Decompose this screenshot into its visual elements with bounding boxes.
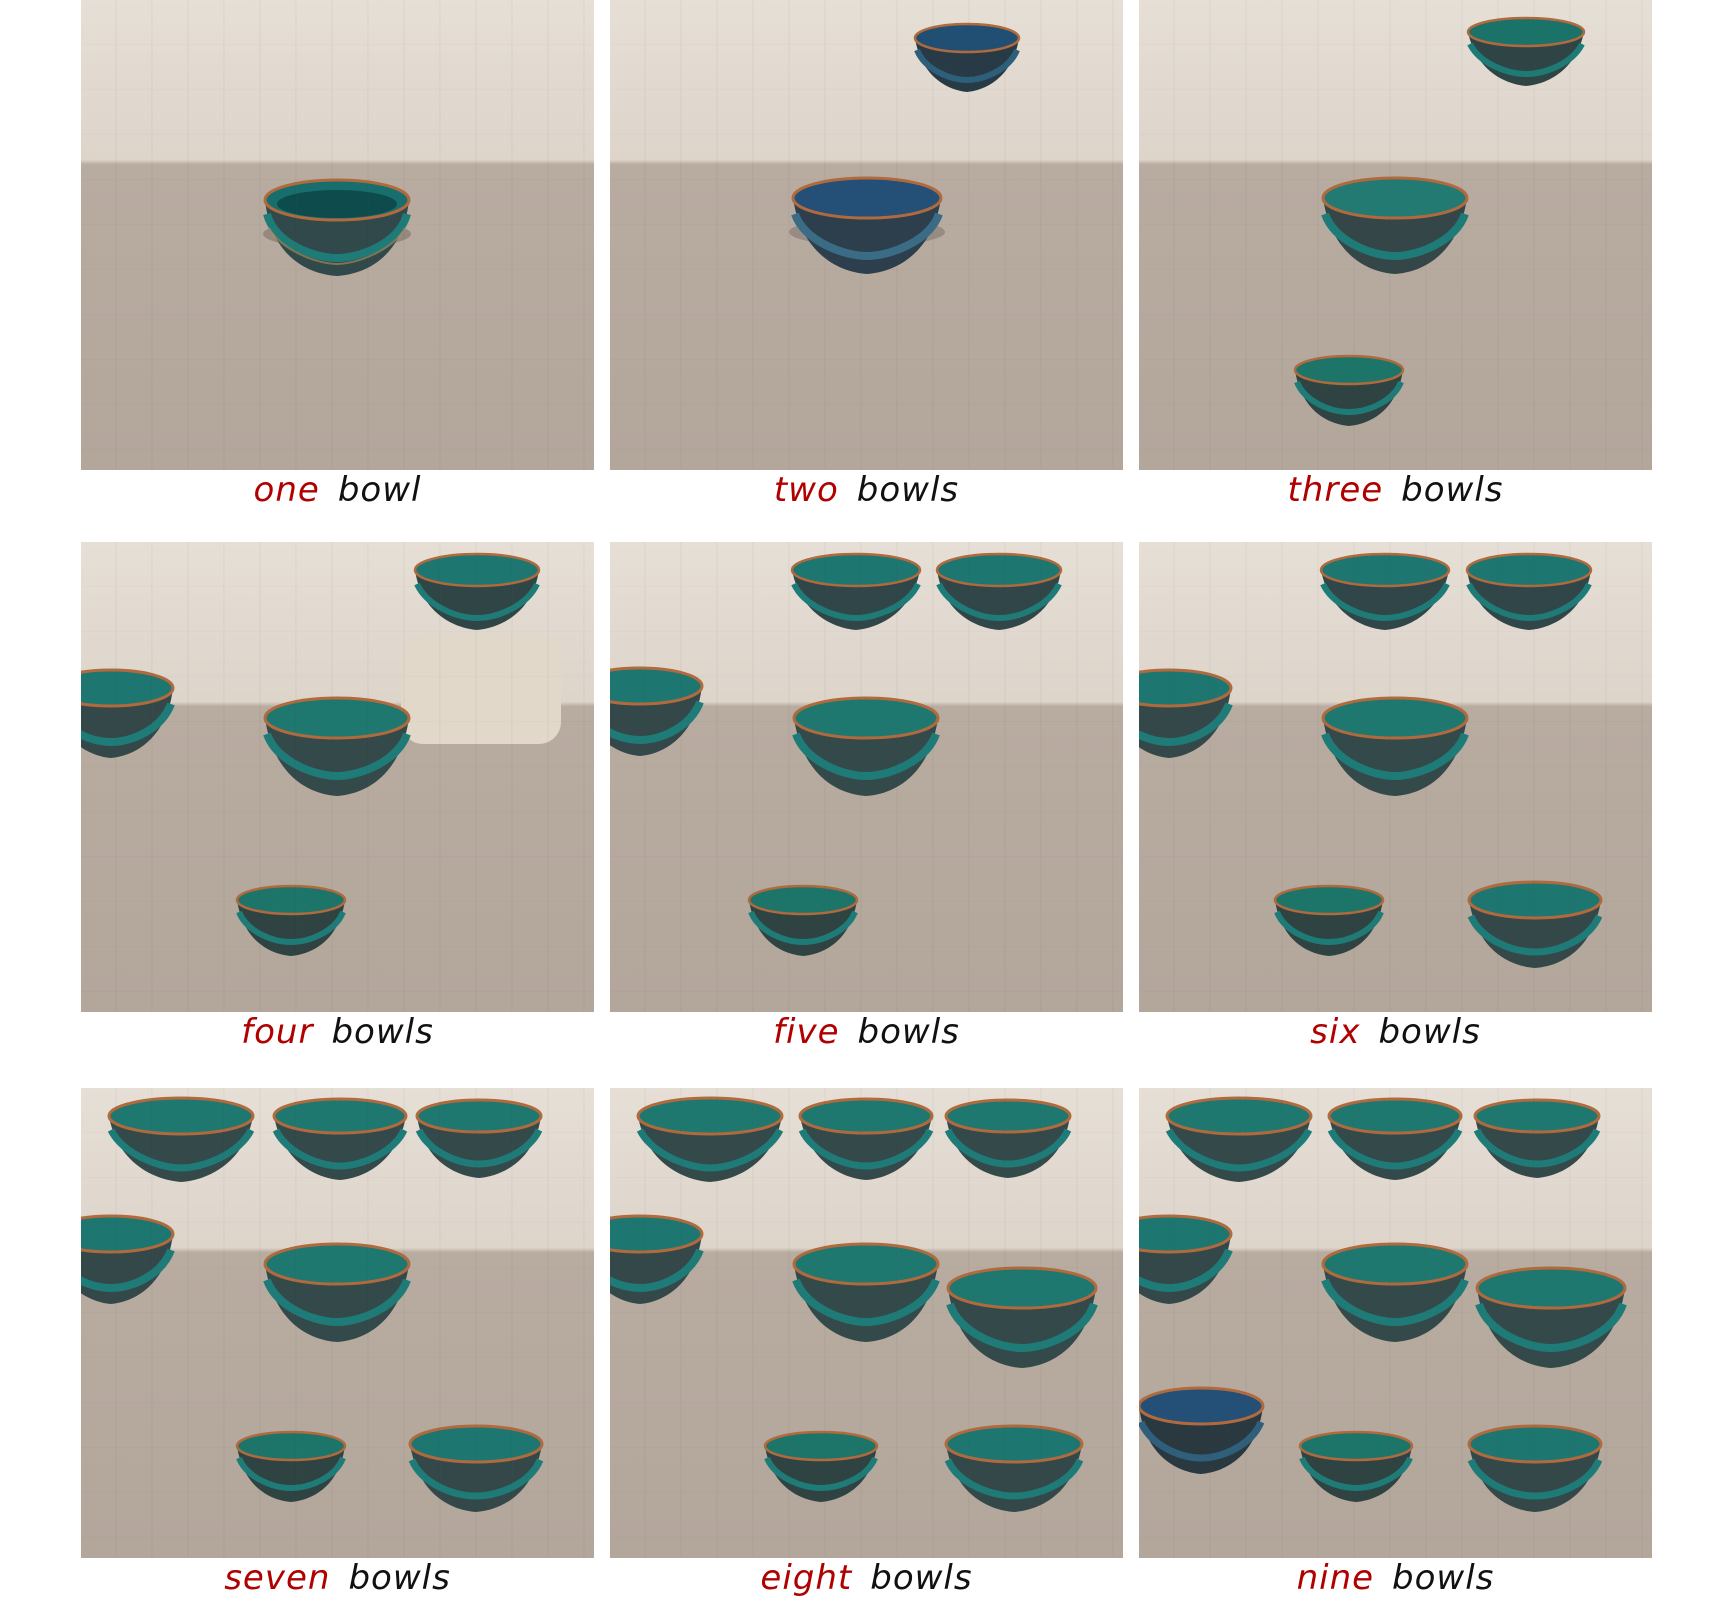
- image-panel-eight-bowls: [610, 1088, 1123, 1558]
- bowl: [747, 884, 859, 956]
- image-panel-three-bowls: [1139, 0, 1652, 470]
- caption-seven-bowls: seven bowls: [81, 1558, 594, 1598]
- bowl: [81, 1214, 175, 1304]
- image-panel-one-bowl: [81, 0, 594, 470]
- caption-six-bowls: six bowls: [1139, 1012, 1652, 1052]
- bowl: [798, 1097, 934, 1180]
- bowl: [792, 696, 940, 796]
- bowl: [408, 1424, 544, 1512]
- image-panel-six-bowls: [1139, 542, 1652, 1012]
- bowl-scene-1: [263, 178, 411, 276]
- bowl-scene-2: [789, 22, 1021, 274]
- caption-number: nine: [1296, 1558, 1375, 1598]
- bowl: [1467, 880, 1603, 968]
- caption-number: two: [773, 470, 839, 510]
- bowl: [763, 1430, 879, 1502]
- caption-four-bowls: four bowls: [81, 1012, 594, 1052]
- caption-nine-bowls: nine bowls: [1139, 1558, 1652, 1598]
- bowl: [1139, 1214, 1233, 1304]
- caption-number: three: [1287, 470, 1384, 510]
- caption-noun: bowls: [857, 1012, 960, 1052]
- caption-number: six: [1310, 1012, 1361, 1052]
- bowl: [263, 696, 411, 796]
- bowl: [272, 1097, 408, 1180]
- bowl-scene-4: [81, 552, 561, 956]
- bowl: [1139, 668, 1233, 758]
- bowl: [913, 22, 1021, 92]
- bowl-scene-6: [1139, 552, 1603, 968]
- bowl-scene-5: [610, 552, 1063, 956]
- bowl: [1327, 1097, 1463, 1180]
- caption-noun: bowls: [1378, 1012, 1481, 1052]
- image-panel-seven-bowls: [81, 1088, 594, 1558]
- caption-one-bowl: one bowl: [81, 470, 594, 510]
- bowl: [1321, 176, 1469, 274]
- caption-five-bowls: five bowls: [610, 1012, 1123, 1052]
- caption-noun: bowls: [348, 1558, 451, 1598]
- bowl: [81, 668, 175, 758]
- bowl: [1466, 16, 1586, 86]
- bowl: [1298, 1430, 1414, 1502]
- bowl: [1321, 1242, 1469, 1342]
- bowl: [1319, 552, 1451, 630]
- bowl: [415, 1098, 543, 1178]
- bowl-scene-8: [610, 1096, 1098, 1512]
- bowl: [946, 1266, 1098, 1368]
- bowl-scene-9: [1139, 1096, 1627, 1512]
- bowl: [944, 1098, 1072, 1178]
- caption-number: five: [773, 1012, 840, 1052]
- bowl: [263, 178, 411, 276]
- caption-eight-bowls: eight bowls: [610, 1558, 1123, 1598]
- bowl: [1473, 1098, 1601, 1178]
- bowl: [1475, 1266, 1627, 1368]
- bowl: [636, 1096, 784, 1182]
- bowl: [610, 1214, 704, 1304]
- caption-number: eight: [760, 1558, 853, 1598]
- bowl: [235, 884, 347, 956]
- caption-noun: bowls: [870, 1558, 973, 1598]
- caption-noun: bowls: [331, 1012, 434, 1052]
- bowl: [792, 1242, 940, 1342]
- caption-noun: bowls: [856, 470, 960, 510]
- bowl: [789, 176, 945, 274]
- bowl-scene-3: [1293, 16, 1586, 426]
- bowl: [935, 552, 1063, 630]
- image-panel-two-bowls: [610, 0, 1123, 470]
- caption-number: four: [241, 1012, 314, 1052]
- image-panel-nine-bowls: [1139, 1088, 1652, 1558]
- caption-noun: bowls: [1392, 1558, 1495, 1598]
- bowl: [1465, 552, 1593, 630]
- image-panel-four-bowls: [81, 542, 594, 1012]
- caption-number: seven: [224, 1558, 331, 1598]
- bowl: [1293, 354, 1405, 426]
- bowl: [1467, 1424, 1603, 1512]
- bowl: [1139, 1386, 1265, 1474]
- bowl: [1165, 1096, 1313, 1182]
- bowl: [413, 552, 541, 630]
- bowl-scene-7: [81, 1096, 544, 1512]
- bowl: [1273, 884, 1385, 956]
- bowl: [263, 1242, 411, 1342]
- bowl: [610, 666, 704, 756]
- caption-noun: bowl: [337, 470, 422, 510]
- bowl: [235, 1430, 347, 1502]
- bowl: [107, 1096, 255, 1182]
- bowl: [790, 552, 922, 630]
- caption-noun: bowls: [1401, 470, 1504, 510]
- bowl: [1321, 696, 1469, 796]
- image-panel-five-bowls: [610, 542, 1123, 1012]
- caption-two-bowls: two bowls: [610, 470, 1123, 510]
- caption-number: one: [253, 470, 320, 510]
- bowl: [944, 1424, 1084, 1512]
- caption-three-bowls: three bowls: [1139, 470, 1652, 510]
